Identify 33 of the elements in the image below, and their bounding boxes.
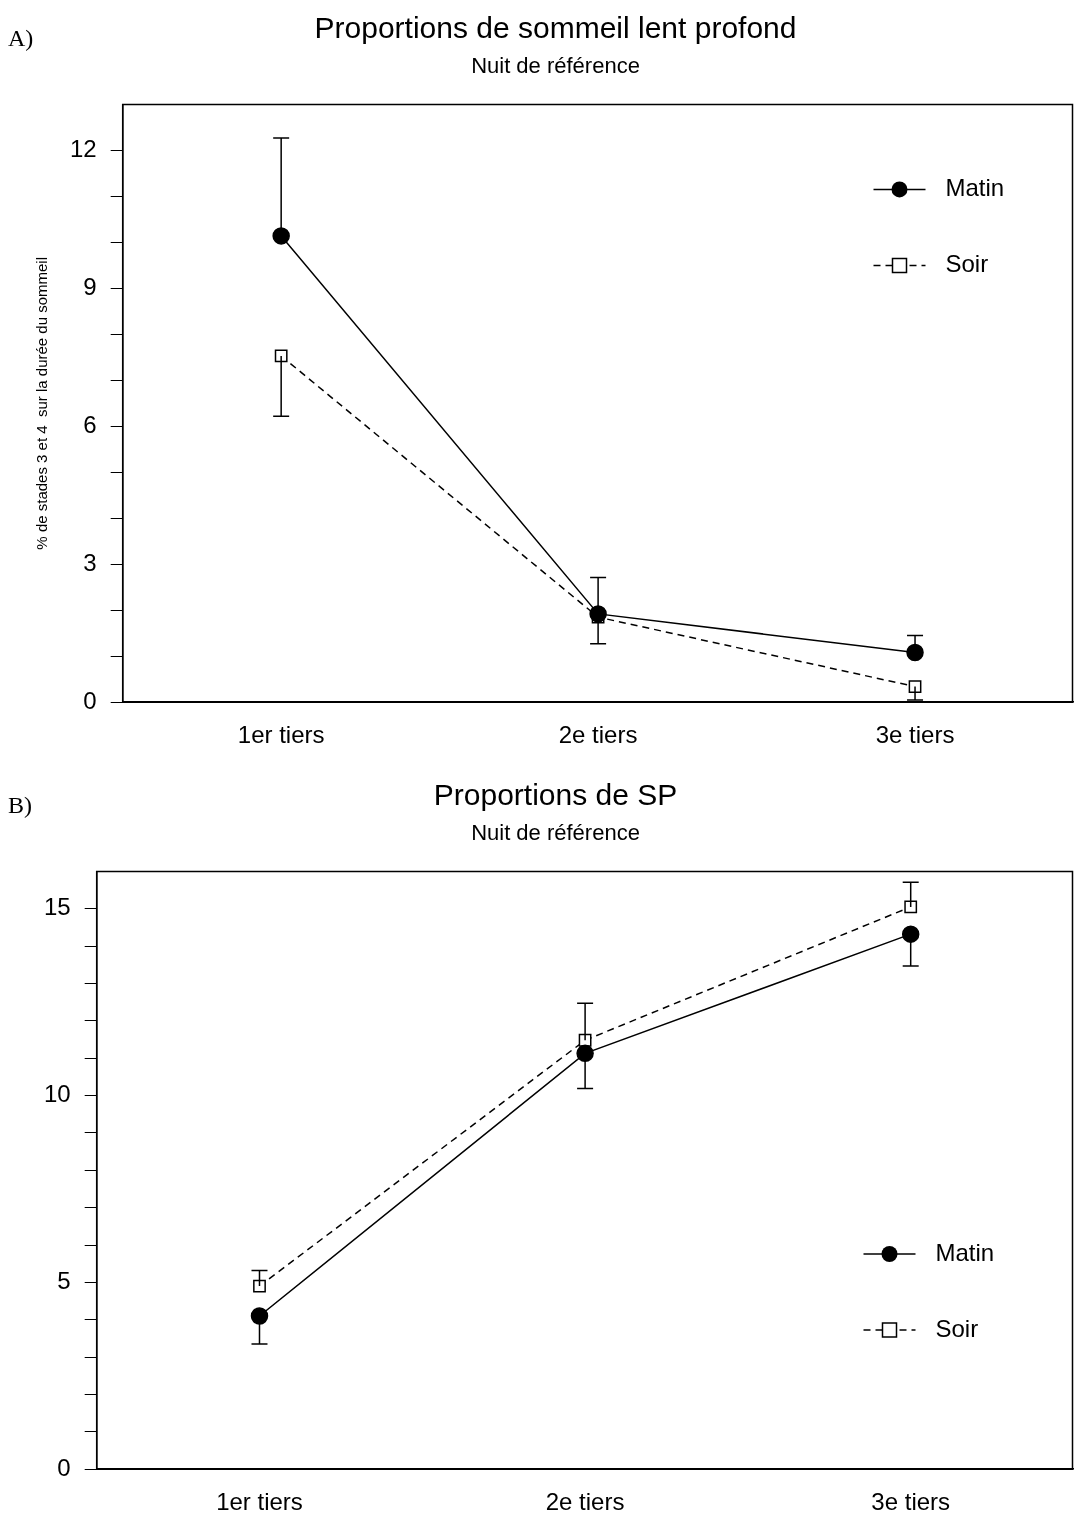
chart-subtitle: Nuit de référence (471, 820, 640, 846)
x-tick-label: 3e tiers (875, 721, 955, 749)
chart-title: Proportions de SP (433, 778, 678, 812)
y-tick-label: 3 (83, 548, 97, 576)
x-tick-label: 2e tiers (545, 1488, 625, 1516)
chart-title: Proportions de sommeil lent profond (314, 11, 797, 45)
legend-label: Matin (945, 174, 1005, 202)
y-tick-label: 6 (83, 410, 97, 438)
point (272, 227, 290, 245)
x-tick-label: 3e tiers (871, 1488, 951, 1516)
point (576, 1044, 594, 1063)
legend-label: Soir (945, 250, 989, 278)
y-tick-label: 10 (43, 1080, 71, 1108)
legend-label: Matin (935, 1238, 995, 1266)
legend-label: Soir (935, 1314, 979, 1342)
x-tick-label: 1er tiers (237, 721, 325, 749)
point (901, 925, 920, 943)
y-tick-label: 0 (57, 1453, 71, 1481)
chart-subtitle: Nuit de référence (471, 53, 640, 79)
text: B) (8, 792, 32, 819)
x-tick-label: 2e tiers (558, 721, 638, 749)
y-tick-label: 12 (69, 135, 97, 163)
point (253, 1279, 266, 1293)
y-tick-label: 9 (83, 272, 97, 300)
y-tick-label: 5 (57, 1267, 71, 1295)
text: A) (8, 25, 34, 52)
y-tick-label: 15 (43, 893, 71, 921)
point (904, 900, 918, 914)
y-tick-label: 0 (83, 686, 97, 714)
point (906, 643, 924, 662)
point (250, 1307, 269, 1325)
y-axis-title: % de stades 3 et 4 sur la durée du sommeil (33, 256, 51, 550)
x-tick-label: 1er tiers (216, 1488, 303, 1516)
